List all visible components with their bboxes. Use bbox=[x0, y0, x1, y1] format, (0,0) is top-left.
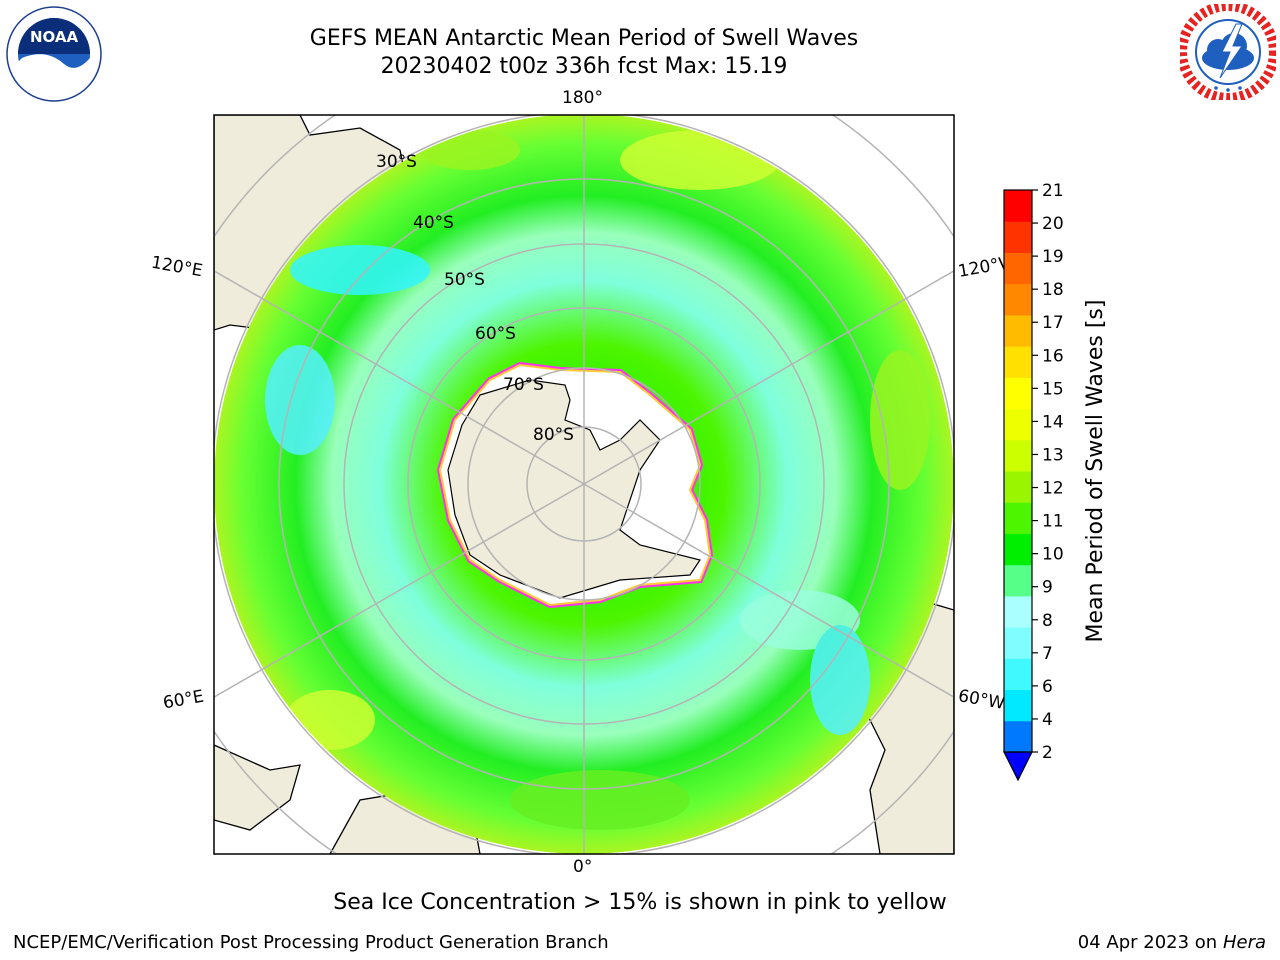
map-frame bbox=[213, 114, 955, 855]
colorbar-tick-label: 6 bbox=[1042, 677, 1053, 697]
noaa-logo-text: NOAA bbox=[30, 28, 79, 46]
colorbar-tick-label: 7 bbox=[1042, 644, 1053, 664]
colorbar-tick-label: 12 bbox=[1042, 479, 1064, 499]
colorbar-tick-label: 16 bbox=[1042, 346, 1064, 366]
sea-ice-note: Sea Ice Concentration > 15% is shown in … bbox=[333, 890, 947, 915]
colorbar-segment bbox=[1004, 502, 1032, 534]
chart-subtitle-run: 20230402 t00z 336h fcst Max: 15.19 bbox=[380, 54, 788, 79]
colorbar-label: Mean Period of Swell Waves [s] bbox=[1083, 300, 1108, 643]
footer-date-text: 04 Apr 2023 on bbox=[1077, 932, 1223, 953]
colorbar-tick-label: 21 bbox=[1042, 181, 1064, 201]
lon-label-bottom: 0° bbox=[573, 857, 593, 877]
colorbar-segment bbox=[1004, 658, 1032, 691]
colorbar-tick-label: 11 bbox=[1042, 512, 1064, 532]
lat-label-70: 70°S bbox=[503, 375, 544, 395]
colorbar-frame bbox=[1003, 189, 1033, 753]
colorbar-segment bbox=[1004, 689, 1032, 722]
colorbar-segment bbox=[1004, 720, 1032, 753]
colorbar-tick-label: 15 bbox=[1042, 379, 1064, 399]
colorbar-segment bbox=[1004, 221, 1032, 253]
noaa-logo: NOAA bbox=[6, 6, 102, 102]
colorbar-tick-label: 9 bbox=[1042, 578, 1053, 598]
lat-label-30: 30°S bbox=[376, 152, 417, 172]
colorbar-tick-label: 18 bbox=[1042, 280, 1064, 300]
colorbar-segment bbox=[1004, 252, 1032, 285]
nws-logo bbox=[1177, 1, 1279, 103]
colorbar-segment bbox=[1004, 190, 1032, 222]
colorbar-tick-label: 20 bbox=[1042, 214, 1064, 234]
lat-label-60: 60°S bbox=[475, 324, 516, 344]
colorbar-segment bbox=[1004, 439, 1032, 472]
colorbar-segment bbox=[1004, 408, 1032, 441]
colorbar-segment bbox=[1004, 377, 1032, 410]
lat-label-40: 40°S bbox=[413, 213, 454, 233]
lat-label-80: 80°S bbox=[533, 425, 574, 445]
chart-title: GEFS MEAN Antarctic Mean Period of Swell… bbox=[309, 26, 859, 51]
colorbar-segment bbox=[1004, 627, 1032, 659]
colorbar-segment bbox=[1004, 346, 1032, 378]
footer-date: 04 Apr 2023 on Hera bbox=[1078, 932, 1266, 953]
footer-credit: NCEP/EMC/Verification Post Processing Pr… bbox=[13, 932, 609, 953]
colorbar: 2 4 6 7 8 9 10 11 12 13 14 15 16 17 18 19 20 21 Mean Peri… bbox=[1003, 181, 1108, 782]
colorbar-tick-label: 10 bbox=[1042, 545, 1064, 565]
lat-label-50: 50°S bbox=[444, 270, 485, 290]
colorbar-tick-label: 13 bbox=[1042, 445, 1064, 465]
colorbar-tick-label: 2 bbox=[1042, 743, 1053, 763]
colorbar-tick-label: 17 bbox=[1042, 313, 1064, 333]
colorbar-segment bbox=[1004, 533, 1032, 566]
colorbar-tick-label: 19 bbox=[1042, 247, 1064, 267]
colorbar-tick-label: 4 bbox=[1042, 710, 1053, 730]
colorbar-tick-label: 8 bbox=[1042, 611, 1053, 631]
lon-label-top: 180° bbox=[562, 88, 603, 108]
colorbar-segment bbox=[1004, 564, 1032, 597]
colorbar-segment bbox=[1004, 314, 1032, 347]
footer-machine: Hera bbox=[1222, 932, 1266, 953]
graticule bbox=[214, 115, 954, 854]
colorbar-extend-min bbox=[1003, 751, 1033, 782]
colorbar-segment bbox=[1004, 283, 1032, 316]
colorbar-tick-label: 14 bbox=[1042, 412, 1064, 432]
colorbar-segment bbox=[1004, 595, 1032, 628]
colorbar-segment bbox=[1004, 471, 1032, 503]
